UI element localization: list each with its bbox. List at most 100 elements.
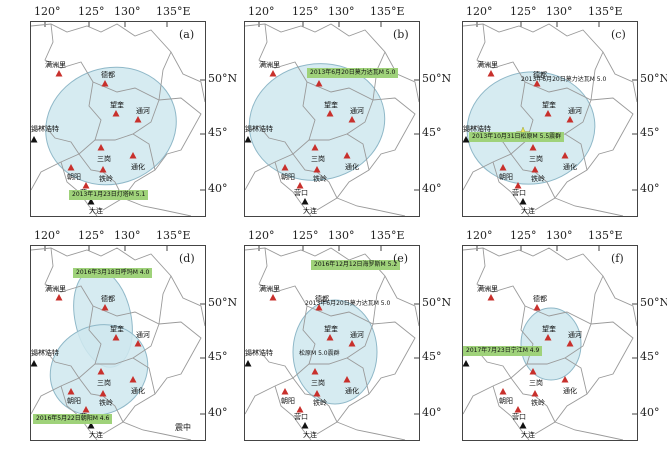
- station-marker-dalian: [301, 198, 309, 205]
- city-label-manzhouli: 满洲里: [477, 61, 498, 69]
- city-label-xilinhot: 锡林浩特: [31, 125, 59, 133]
- station-marker-tonghe: [348, 116, 356, 123]
- city-label-wangkui: 望奎: [542, 325, 556, 333]
- city-label-tieling: 铁岭: [99, 175, 113, 183]
- panel-label: (e): [393, 252, 409, 265]
- lon-tick-label: 130°: [546, 5, 573, 18]
- lat-tick-label: 50°N: [208, 296, 238, 309]
- panel-label: (d): [179, 252, 195, 265]
- province-border: [524, 305, 634, 435]
- province-border: [306, 305, 416, 435]
- city-label-manzhouli: 满洲里: [259, 285, 280, 293]
- map-frame: 满洲里德都望奎通河锡林浩特三岗通化朝阳铁岭营口大连2013年6月20日莫力达瓦M…: [244, 21, 420, 217]
- station-marker-dedu: [533, 304, 541, 311]
- station-marker-wangkui: [544, 334, 552, 341]
- city-label-sangang: 三岗: [97, 379, 111, 387]
- city-label-dedu: 德都: [533, 295, 547, 303]
- city-label-tonghe: 通河: [136, 331, 150, 339]
- city-label-sangang: 三岗: [311, 155, 325, 163]
- lat-tick-label: 45°: [208, 350, 228, 363]
- anomaly-ellipse: [49, 324, 149, 416]
- station-marker-chaoyang: [67, 164, 75, 171]
- station-marker-dalian: [519, 198, 527, 205]
- lat-tick-label: 45°: [640, 350, 660, 363]
- province-border: [336, 197, 406, 216]
- station-marker-dalian: [87, 198, 95, 205]
- station-marker-yingkou: [296, 406, 304, 413]
- city-label-dalian: 大连: [89, 207, 103, 215]
- province-border: [564, 99, 592, 135]
- city-label-chaoyang: 朝阳: [67, 397, 81, 405]
- lon-tick-label: 135°E: [370, 229, 405, 242]
- city-label-xilinhot: 锡林浩特: [245, 125, 273, 133]
- station-marker-tonghe: [134, 340, 142, 347]
- map-frame: 满洲里德都望奎通河锡林浩特三岗通化朝阳铁岭营口大连2016年3月18日呼玛M 4…: [30, 245, 206, 441]
- city-label-tonghua: 通化: [563, 387, 577, 395]
- panel-label: (f): [611, 252, 624, 265]
- station-marker-xilinhot: [245, 360, 252, 367]
- station-marker-manzhouli: [55, 294, 63, 301]
- lat-tick-label: 40°: [208, 182, 228, 195]
- lon-tick-label: 130°: [546, 229, 573, 242]
- anomaly-ellipse: [45, 66, 177, 186]
- province-border: [245, 23, 419, 103]
- station-marker-sangang: [97, 368, 105, 375]
- city-label-tonghua: 通化: [563, 163, 577, 171]
- event-label: 2016年12月12日海罗斯M 5.2: [311, 260, 401, 270]
- station-marker-xilinhot: [31, 360, 38, 367]
- lat-tick-label: 40°: [422, 182, 442, 195]
- station-marker-tieling: [313, 166, 321, 173]
- province-border: [554, 197, 624, 216]
- station-marker-chaoyang: [281, 388, 289, 395]
- province-border: [245, 125, 294, 155]
- city-label-wangkui: 望奎: [110, 101, 124, 109]
- station-marker-chaoyang: [499, 164, 507, 171]
- event-label: 2016年3月18日呼玛M 4.0: [73, 268, 153, 278]
- map-svg: [31, 22, 205, 216]
- station-marker-tonghua: [129, 152, 137, 159]
- lon-tick-label: 135°E: [370, 5, 405, 18]
- lat-tick-label: 40°: [208, 406, 228, 419]
- station-marker-chaoyang: [499, 388, 507, 395]
- map-frame: 满洲里德都望奎通河锡林浩特三岗通化朝阳铁岭营口大连2013年1月23日灯塔M 5…: [30, 21, 206, 217]
- event-label: 2013年10月31日松原M 5.5震群: [469, 132, 565, 142]
- province-border: [92, 81, 202, 211]
- event-label: 2013年6月20日莫力达瓦M 5.0: [307, 68, 399, 78]
- city-label-tieling: 铁岭: [313, 399, 327, 407]
- city-label-dedu: 德都: [315, 295, 329, 303]
- station-marker-tonghua: [129, 376, 137, 383]
- province-border: [122, 421, 192, 440]
- map-panel-5: 120° 125° 130° 135°E 50°N 45° 40° 满洲里 德都 望奎 通河 锡林浩特…: [226, 227, 451, 449]
- city-label-tonghua: 通化: [345, 163, 359, 171]
- station-marker-xilinhot: [463, 136, 470, 143]
- city-label-sangang: 三岗: [529, 379, 543, 387]
- event-label: 2013年6月20日莫力达瓦M 5.0: [521, 76, 607, 83]
- city-label-tieling: 铁岭: [313, 175, 327, 183]
- city-label-tonghua: 通化: [131, 163, 145, 171]
- city-label-xilinhot: 锡林浩特: [463, 125, 491, 133]
- province-border: [132, 323, 160, 359]
- station-marker-manzhouli: [487, 294, 495, 301]
- station-marker-manzhouli: [269, 294, 277, 301]
- province-border: [346, 323, 374, 359]
- city-label-tieling: 铁岭: [531, 175, 545, 183]
- station-marker-dalian: [87, 422, 95, 429]
- city-label-tonghua: 通化: [345, 387, 359, 395]
- lon-tick-label: 125°: [510, 5, 537, 18]
- province-border: [463, 23, 637, 103]
- station-marker-sangang: [311, 144, 319, 151]
- station-marker-dedu: [315, 80, 323, 87]
- province-border: [346, 99, 374, 135]
- lon-tick-label: 125°: [78, 5, 105, 18]
- station-marker-sangang: [529, 144, 537, 151]
- station-marker-chaoyang: [281, 164, 289, 171]
- station-marker-tieling: [99, 390, 107, 397]
- map-frame: 满洲里 德都 望奎 通河 锡林浩特 三岗 通化 朝阳 铁岭 营口 大连 2013年10月31日松原M …: [462, 21, 638, 217]
- city-label-xilinhot: 锡林浩特: [31, 349, 59, 357]
- lat-tick-label: 50°N: [640, 296, 667, 309]
- city-label-dalian: 大连: [303, 431, 317, 439]
- province-border: [492, 161, 530, 216]
- map-frame: 满洲里德都望奎通河锡林浩特三岗通化朝阳铁岭营口大连2017年7月23日宁江M 4…: [462, 245, 638, 441]
- province-border: [31, 23, 205, 103]
- city-label-dalian: 大连: [303, 207, 317, 215]
